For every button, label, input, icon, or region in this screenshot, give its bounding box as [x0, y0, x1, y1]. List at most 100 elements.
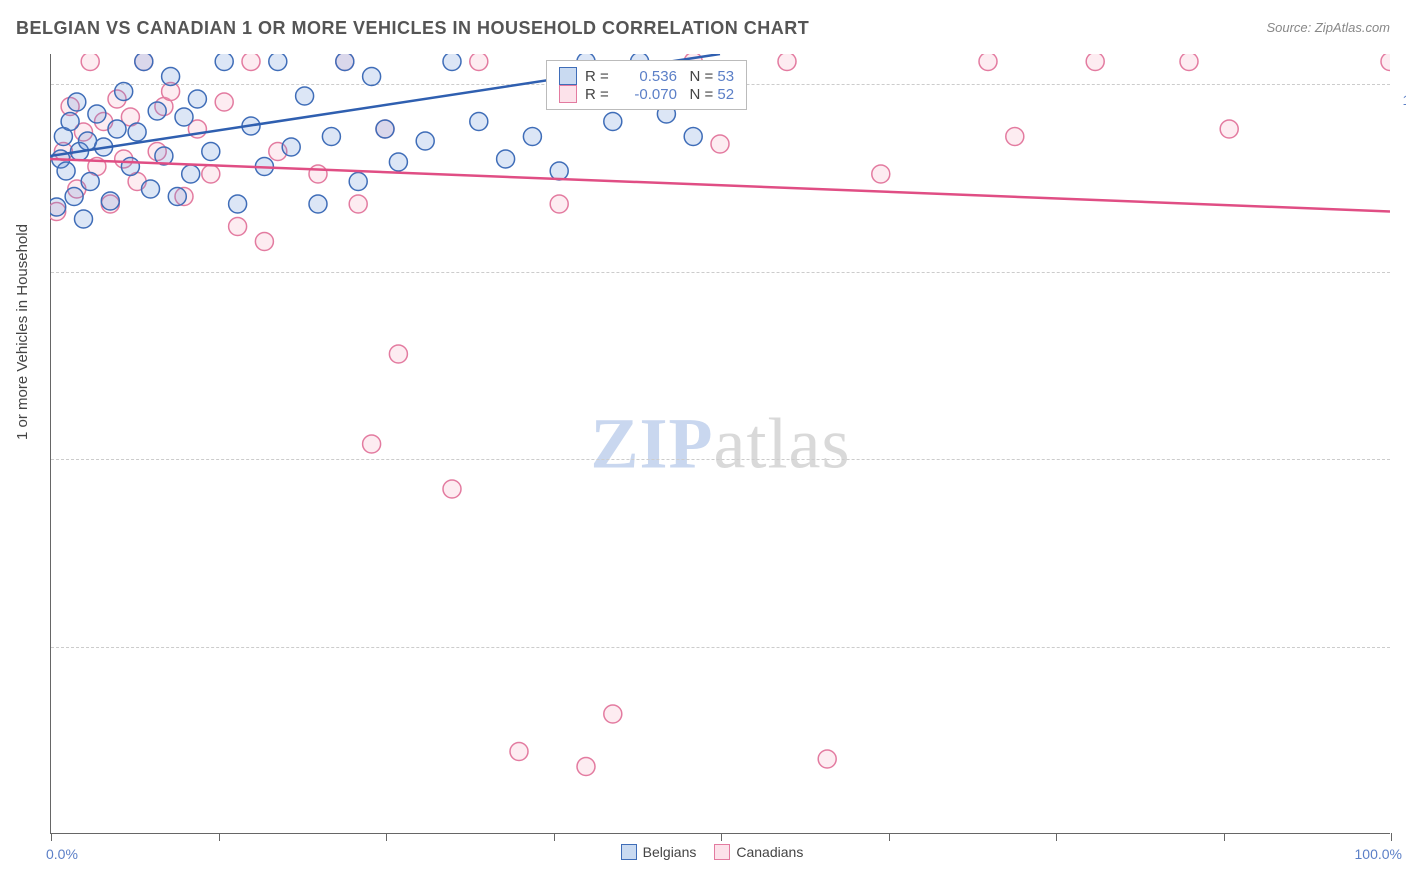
stat-box: R = 0.536 N = 53R = -0.070 N = 52	[546, 60, 747, 110]
data-point-belgians	[684, 128, 702, 146]
stat-R-value-belgians: 0.536	[613, 68, 677, 85]
x-tick	[889, 833, 890, 841]
data-point-belgians	[79, 132, 97, 150]
data-point-belgians	[282, 138, 300, 156]
chart-title: BELGIAN VS CANADIAN 1 OR MORE VEHICLES I…	[16, 18, 809, 38]
y-tick-label: 87.5%	[1394, 280, 1406, 296]
data-point-canadians	[202, 165, 220, 183]
data-point-canadians	[470, 54, 488, 71]
data-point-belgians	[128, 123, 146, 141]
stat-row-canadians: R = -0.070 N = 52	[559, 85, 734, 103]
y-tick-label: 100.0%	[1394, 92, 1406, 108]
data-point-belgians	[443, 54, 461, 71]
data-point-belgians	[182, 165, 200, 183]
legend-label-belgians: Belgians	[643, 844, 697, 860]
data-point-belgians	[61, 113, 79, 131]
data-point-belgians	[81, 173, 99, 191]
data-point-canadians	[979, 54, 997, 71]
data-point-belgians	[336, 54, 354, 71]
data-point-canadians	[1180, 54, 1198, 71]
stat-row-belgians: R = 0.536 N = 53	[559, 67, 734, 85]
data-point-canadians	[389, 345, 407, 363]
data-point-canadians	[443, 480, 461, 498]
data-point-belgians	[322, 128, 340, 146]
x-tick	[1056, 833, 1057, 841]
data-point-belgians	[135, 54, 153, 71]
stat-R-value-canadians: -0.070	[613, 86, 677, 103]
data-point-belgians	[121, 158, 139, 176]
y-tick-label: 75.0%	[1394, 467, 1406, 483]
data-point-canadians	[255, 233, 273, 251]
data-point-belgians	[470, 113, 488, 131]
data-point-belgians	[88, 105, 106, 123]
data-point-belgians	[349, 173, 367, 191]
x-tick	[386, 833, 387, 841]
data-point-belgians	[376, 120, 394, 138]
data-point-canadians	[872, 165, 890, 183]
data-point-canadians	[1381, 54, 1390, 71]
x-tick	[721, 833, 722, 841]
data-point-canadians	[363, 435, 381, 453]
data-point-belgians	[604, 113, 622, 131]
data-point-belgians	[65, 188, 83, 206]
data-point-belgians	[162, 68, 180, 86]
stat-N-value-belgians: 53	[717, 68, 734, 85]
data-point-belgians	[550, 162, 568, 180]
data-point-belgians	[269, 54, 287, 71]
data-point-belgians	[215, 54, 233, 71]
x-tick	[51, 833, 52, 841]
x-tick	[1391, 833, 1392, 841]
stat-R-label: R =	[585, 86, 613, 103]
data-point-canadians	[604, 705, 622, 723]
legend-bottom: Belgians Canadians	[0, 844, 1406, 860]
stat-R-label: R =	[585, 68, 613, 85]
data-point-belgians	[148, 102, 166, 120]
data-point-canadians	[229, 218, 247, 236]
data-point-canadians	[818, 750, 836, 768]
data-point-belgians	[188, 90, 206, 108]
data-point-belgians	[202, 143, 220, 161]
data-point-belgians	[175, 108, 193, 126]
x-tick	[219, 833, 220, 841]
data-point-belgians	[309, 195, 327, 213]
data-point-canadians	[711, 135, 729, 153]
y-axis-title: 1 or more Vehicles in Household	[14, 224, 31, 440]
plot-wrap: ZIPatlas 100.0%87.5%75.0%62.5%	[50, 54, 1390, 834]
data-point-canadians	[81, 54, 99, 71]
data-point-canadians	[349, 195, 367, 213]
data-point-belgians	[75, 210, 93, 228]
stat-N-value-canadians: 52	[717, 86, 734, 103]
data-point-belgians	[57, 162, 75, 180]
data-point-belgians	[50, 198, 66, 216]
data-point-canadians	[550, 195, 568, 213]
data-point-belgians	[389, 153, 407, 171]
data-point-belgians	[363, 68, 381, 86]
data-point-belgians	[115, 83, 133, 101]
stat-N-label: N =	[689, 68, 717, 85]
data-point-canadians	[215, 93, 233, 111]
chart-svg	[50, 54, 1390, 834]
y-tick-label: 62.5%	[1394, 655, 1406, 671]
data-point-canadians	[1220, 120, 1238, 138]
legend-label-canadians: Canadians	[736, 844, 803, 860]
data-point-belgians	[68, 93, 86, 111]
data-point-belgians	[523, 128, 541, 146]
data-point-belgians	[416, 132, 434, 150]
x-tick	[1224, 833, 1225, 841]
data-point-canadians	[242, 54, 260, 71]
data-point-canadians	[309, 165, 327, 183]
stat-N-label: N =	[689, 86, 717, 103]
data-point-belgians	[142, 180, 160, 198]
data-point-belgians	[168, 188, 186, 206]
legend-swatch-belgians	[621, 844, 637, 860]
data-point-canadians	[510, 743, 528, 761]
data-point-canadians	[577, 758, 595, 776]
data-point-canadians	[778, 54, 796, 71]
source-label: Source: ZipAtlas.com	[1266, 20, 1390, 35]
data-point-canadians	[1006, 128, 1024, 146]
stat-swatch-canadians	[559, 85, 577, 103]
regression-line-canadians	[50, 159, 1390, 212]
data-point-belgians	[229, 195, 247, 213]
stat-swatch-belgians	[559, 67, 577, 85]
data-point-belgians	[497, 150, 515, 168]
